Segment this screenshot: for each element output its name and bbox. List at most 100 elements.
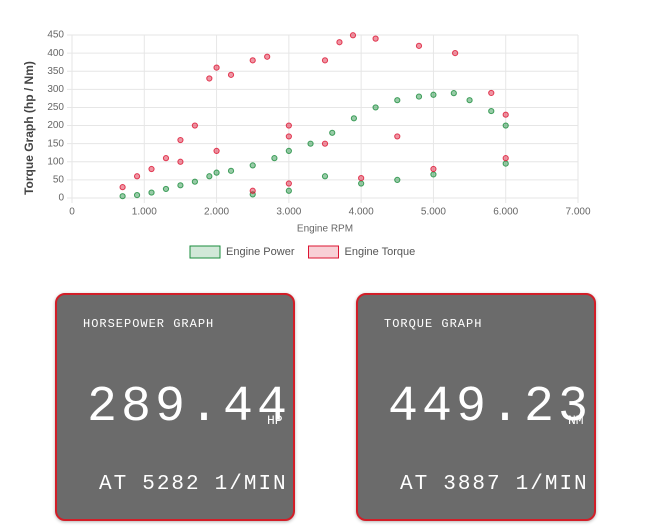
data-point [191, 122, 198, 129]
data-point [133, 173, 141, 180]
data-point [336, 39, 343, 46]
y-tick-label: 450 [47, 30, 64, 41]
data-point [213, 169, 220, 176]
data-point [285, 187, 292, 194]
data-point [502, 122, 509, 129]
data-point [466, 97, 473, 104]
data-point [213, 147, 220, 155]
data-point [350, 115, 358, 122]
data-point [349, 32, 357, 39]
data-point [321, 57, 329, 64]
x-tick-label: 6.000 [493, 207, 518, 218]
data-point [177, 182, 184, 189]
x-tick-label: 1.000 [132, 207, 157, 218]
rpm-value: 3887 [443, 473, 502, 496]
rpm-prefix: AT [99, 473, 129, 496]
data-point [148, 165, 155, 173]
data-point [430, 171, 437, 178]
y-axis-label: Torque Graph (hp / Nm) [22, 61, 36, 195]
x-tick-label: 0 [69, 207, 75, 218]
x-tick-label: 2.000 [204, 207, 229, 218]
data-point [307, 140, 314, 147]
data-point [249, 162, 256, 169]
y-tick-label: 300 [47, 84, 64, 95]
x-tick-label: 7.000 [565, 207, 590, 218]
card-unit: NM [568, 413, 584, 428]
data-point [452, 50, 459, 57]
y-tick-label: 400 [47, 48, 64, 59]
y-tick-label: 200 [47, 120, 64, 131]
data-point [227, 167, 235, 174]
x-tick-label: 5.000 [421, 207, 446, 218]
data-point [264, 53, 271, 60]
data-point [206, 173, 213, 180]
data-point [394, 133, 401, 140]
data-point [430, 165, 437, 173]
data-point [329, 129, 336, 136]
data-point [227, 71, 235, 78]
x-tick-label: 4.000 [349, 207, 374, 218]
y-tick-label: 150 [47, 138, 64, 149]
data-point [321, 173, 329, 180]
card-value: 449.23 [388, 379, 593, 436]
data-point [285, 147, 292, 155]
data-point [502, 155, 509, 162]
chart: Torque Graph (hp / Nm) Engine RPM 0 50 100… [22, 30, 591, 259]
data-point [206, 75, 213, 82]
data-point [162, 185, 170, 193]
data-point [177, 136, 184, 144]
torque-card: TORQUE GRAPH 449.23 NM AT 3887 1/MIN [356, 293, 596, 521]
y-tick-label: 50 [53, 175, 65, 186]
legend-label: Engine Power [226, 246, 295, 258]
data-point [372, 35, 379, 42]
data-point [148, 189, 155, 196]
data-point [177, 158, 184, 165]
rpm-unit: 1/MIN [515, 473, 589, 496]
rpm-prefix: AT [400, 473, 430, 496]
legend-label: Engine Torque [345, 246, 416, 258]
x-tick-label: 3.000 [276, 207, 301, 218]
legend-swatch [308, 245, 339, 259]
y-tick-label: 100 [47, 156, 64, 167]
data-point [119, 184, 126, 191]
data-point [502, 111, 509, 118]
data-point [285, 133, 292, 140]
card-rpm: AT 3887 1/MIN [400, 473, 603, 496]
card-title: TORQUE GRAPH [384, 317, 483, 331]
data-point [133, 192, 141, 199]
y-tick-label: 0 [58, 193, 64, 204]
data-point [271, 155, 278, 162]
data-point [213, 64, 220, 71]
rpm-unit: 1/MIN [214, 473, 288, 496]
data-point [394, 176, 401, 183]
card-title: HORSEPOWER GRAPH [83, 317, 215, 331]
data-point [358, 174, 365, 182]
data-point [415, 93, 423, 100]
data-point [394, 97, 401, 104]
data-point [321, 140, 329, 147]
rpm-value: 5282 [142, 473, 201, 496]
data-point [285, 122, 292, 129]
y-tick-label: 350 [47, 66, 64, 77]
data-point [488, 107, 495, 115]
x-axis-label: Engine RPM [297, 224, 353, 235]
data-point [119, 193, 126, 200]
data-point [249, 187, 256, 194]
card-rpm: AT 5282 1/MIN [99, 473, 302, 496]
horsepower-card: HORSEPOWER GRAPH 289.44 HP AT 5282 1/MIN [55, 293, 295, 521]
legend-swatch [189, 245, 221, 259]
data-point [372, 104, 379, 111]
data-point [285, 180, 292, 187]
data-point [430, 91, 437, 98]
data-point [249, 57, 256, 64]
data-point [191, 178, 198, 185]
data-point [502, 160, 509, 167]
card-value: 289.44 [87, 379, 292, 436]
y-tick-label: 250 [47, 102, 64, 113]
data-point [415, 42, 423, 49]
card-unit: HP [267, 413, 283, 428]
data-point [450, 90, 457, 97]
data-point [358, 180, 365, 187]
data-point [488, 89, 495, 97]
